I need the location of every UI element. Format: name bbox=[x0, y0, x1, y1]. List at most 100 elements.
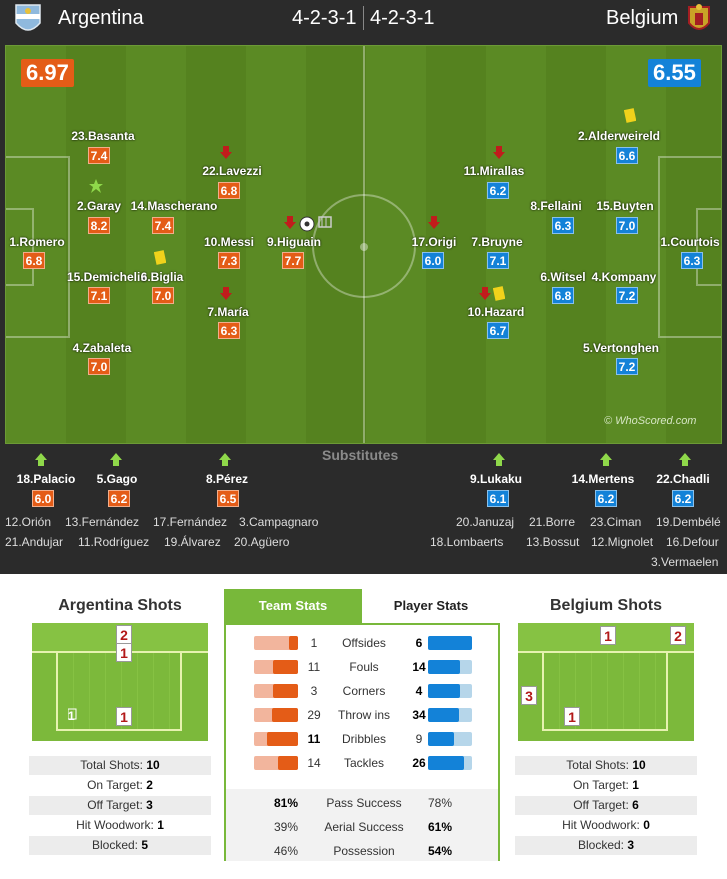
shot-zone-count: 2 bbox=[116, 625, 132, 644]
player-name[interactable]: 5.Vertonghen bbox=[582, 341, 660, 355]
player-name[interactable]: 4.Zabaleta bbox=[72, 341, 132, 355]
sub-player-name[interactable]: 9.Lukaku bbox=[469, 472, 523, 486]
ball-icon bbox=[299, 216, 315, 232]
bench-player[interactable]: 19.Álvarez bbox=[164, 535, 221, 549]
stats-panel: Argentina Shots 2 1 1 1 Total Shots: 10 … bbox=[0, 575, 727, 879]
bench-player[interactable]: 16.Defour bbox=[666, 535, 719, 549]
away-shots-zone-map: 1 2 3 1 bbox=[518, 623, 694, 741]
player-rating: 7.1 bbox=[487, 252, 509, 269]
player-name[interactable]: 1.Romero bbox=[9, 235, 65, 249]
home-total-shots: Total Shots: 10 bbox=[29, 756, 211, 775]
player-name[interactable]: 6.Biglia bbox=[140, 270, 184, 284]
bench-player[interactable]: 20.Januzaj bbox=[456, 515, 515, 529]
away-formation: 4-2-3-1 bbox=[370, 7, 435, 29]
player-name[interactable]: 7.Bruyne bbox=[471, 235, 523, 249]
player-name[interactable]: 10.Hazard bbox=[467, 305, 525, 319]
home-stat-bar-track bbox=[254, 636, 298, 650]
bench-player[interactable]: 20.Agüero bbox=[234, 535, 290, 549]
tab-team-stats[interactable]: Team Stats bbox=[224, 589, 362, 623]
bench-player[interactable]: 3.Campagnaro bbox=[239, 515, 319, 529]
player-name[interactable]: 15.Demichelis bbox=[66, 270, 148, 284]
sub-player-name[interactable]: 5.Gago bbox=[96, 472, 138, 486]
stat-row: 11 Dribbles 9 bbox=[226, 727, 502, 751]
home-hit-woodwork: Hit Woodwork: 1 bbox=[29, 816, 211, 835]
home-team-rating: 6.97 bbox=[21, 59, 74, 87]
sub-player-name[interactable]: 8.Pérez bbox=[205, 472, 249, 486]
away-stat-value: 26 bbox=[412, 756, 426, 770]
away-team-name[interactable]: Belgium bbox=[606, 7, 679, 29]
player-name[interactable]: 2.Garay bbox=[76, 199, 122, 213]
sub-on-arrow-icon bbox=[219, 453, 231, 466]
player-name[interactable]: 1.Courtois bbox=[660, 235, 720, 249]
tab-player-stats[interactable]: Player Stats bbox=[393, 598, 469, 613]
bench-player[interactable]: 23.Ciman bbox=[590, 515, 642, 529]
away-team-rating: 6.55 bbox=[648, 59, 701, 87]
sub-on-arrow-icon bbox=[600, 453, 612, 466]
home-formation: 4-2-3-1 bbox=[292, 7, 357, 29]
player-name[interactable]: 23.Basanta bbox=[71, 129, 135, 143]
away-on-target: On Target: 1 bbox=[515, 776, 697, 795]
percent-stat-label: Aerial Success bbox=[324, 820, 404, 834]
sub-on-arrow-icon bbox=[679, 453, 691, 466]
home-stat-value: 11 bbox=[307, 660, 321, 674]
percent-stat-label: Pass Success bbox=[326, 796, 402, 810]
player-name[interactable]: 22.Lavezzi bbox=[202, 164, 262, 178]
stat-label: Tackles bbox=[343, 756, 384, 770]
bench-player[interactable]: 17.Fernández bbox=[153, 515, 228, 529]
sub-player-name[interactable]: 18.Palacio bbox=[16, 472, 76, 486]
player-name[interactable]: 10.Messi bbox=[203, 235, 255, 249]
player-name[interactable]: 4.Kompany bbox=[591, 270, 657, 284]
sub-on-arrow-icon bbox=[493, 453, 505, 466]
player-name[interactable]: 11.Mirallas bbox=[463, 164, 525, 178]
sub-player-rating: 6.2 bbox=[595, 490, 617, 507]
player-name[interactable]: 14.Mascherano bbox=[130, 199, 218, 213]
yellow-card-icon bbox=[154, 250, 166, 265]
bench-player[interactable]: 21.Andujar bbox=[5, 535, 64, 549]
bench-player[interactable]: 3.Vermaelen bbox=[651, 555, 719, 569]
bench-player[interactable]: 19.Dembélé bbox=[656, 515, 721, 529]
home-stat-bar bbox=[273, 660, 298, 674]
bench-player[interactable]: 18.Lombaerts bbox=[430, 535, 504, 549]
sub-off-arrow-icon bbox=[284, 216, 296, 229]
percent-stat-row: 39% Aerial Success 61% bbox=[226, 815, 502, 839]
stat-label: Corners bbox=[342, 684, 386, 698]
stat-row: 11 Fouls 14 bbox=[226, 655, 502, 679]
home-stat-bar bbox=[278, 756, 298, 770]
player-name[interactable]: 17.Origi bbox=[411, 235, 457, 249]
player-name[interactable]: 8.Fellaini bbox=[530, 199, 582, 213]
woodwork-icon bbox=[318, 216, 332, 228]
bench-player[interactable]: 13.Fernández bbox=[65, 515, 140, 529]
away-percent-value: 54% bbox=[427, 844, 453, 858]
header-divider bbox=[363, 6, 364, 30]
bench-player[interactable]: 13.Bossut bbox=[526, 535, 580, 549]
player-name[interactable]: 6.Witsel bbox=[540, 270, 586, 284]
sub-player-name[interactable]: 14.Mertens bbox=[571, 472, 635, 486]
argentina-crest-icon bbox=[15, 4, 41, 31]
sub-player-name[interactable]: 22.Chadli bbox=[656, 472, 710, 486]
home-stat-bar bbox=[273, 684, 298, 698]
player-rating: 6.3 bbox=[218, 322, 240, 339]
home-blocked: Blocked: 5 bbox=[29, 836, 211, 855]
away-hit-woodwork: Hit Woodwork: 0 bbox=[515, 816, 697, 835]
away-stat-bar bbox=[428, 732, 454, 746]
player-rating: 7.0 bbox=[152, 287, 174, 304]
shot-zone-count: 1 bbox=[116, 707, 132, 726]
stat-row: 3 Corners 4 bbox=[226, 679, 502, 703]
player-name[interactable]: 9.Higuain bbox=[266, 235, 322, 249]
woodwork-count: 1 bbox=[68, 709, 75, 723]
match-panel: Argentina 4-2-3-1 4-2-3-1 Belgium 6.97 6… bbox=[0, 0, 727, 574]
bench-player[interactable]: 21.Borre bbox=[529, 515, 576, 529]
sub-player-rating: 6.5 bbox=[217, 490, 239, 507]
bench-player[interactable]: 12.Orión bbox=[5, 515, 52, 529]
bench-player[interactable]: 11.Rodríguez bbox=[78, 535, 150, 549]
player-rating: 7.7 bbox=[282, 252, 304, 269]
stat-row: 1 Offsides 6 bbox=[226, 631, 502, 655]
home-team-name[interactable]: Argentina bbox=[58, 7, 144, 29]
away-stat-value: 6 bbox=[415, 636, 423, 650]
home-shots-title: Argentina Shots bbox=[58, 597, 182, 614]
away-stat-value: 9 bbox=[415, 732, 423, 746]
player-name[interactable]: 7.María bbox=[207, 305, 249, 319]
bench-player[interactable]: 12.Mignolet bbox=[591, 535, 654, 549]
player-name[interactable]: 15.Buyten bbox=[596, 199, 654, 213]
player-name[interactable]: 2.Alderweireld bbox=[577, 129, 661, 143]
